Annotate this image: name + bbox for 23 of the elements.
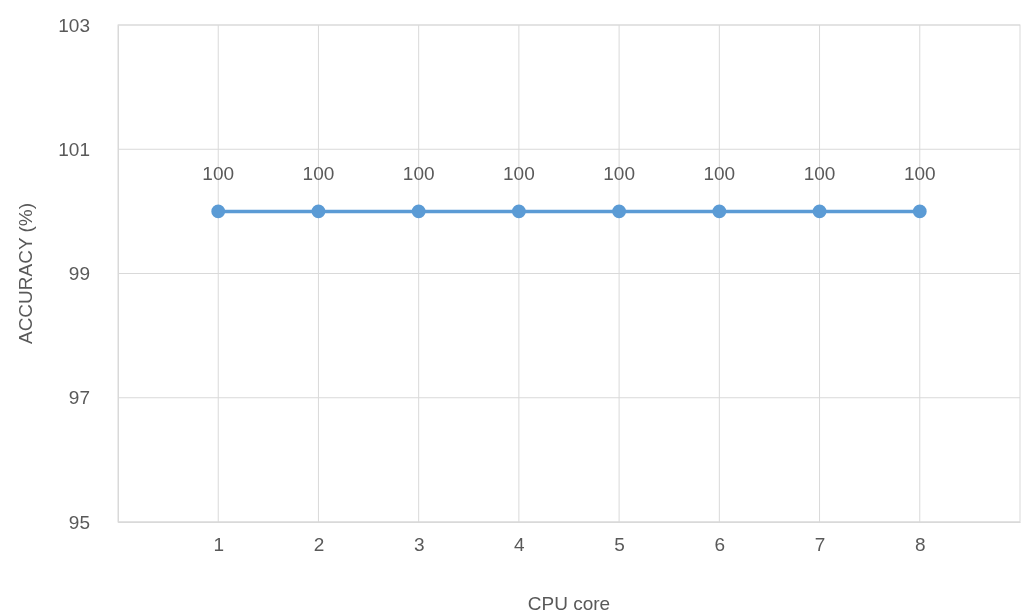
data-label: 100	[703, 163, 736, 185]
data-label: 100	[603, 163, 635, 185]
data-label: 100	[402, 163, 435, 185]
x-tick-label: 4	[514, 534, 526, 556]
x-tick-label: 1	[213, 534, 225, 556]
x-tick-label: 8	[914, 534, 926, 556]
data-label: 100	[202, 163, 235, 185]
y-tick-label: 101	[58, 138, 90, 160]
y-tick-label: 95	[68, 511, 90, 533]
y-tick-label: 97	[68, 387, 90, 409]
x-tick-label: 2	[313, 534, 325, 556]
y-tick-label: 103	[58, 14, 90, 36]
x-axis-title: CPU core	[527, 593, 611, 614]
x-tick-label: 6	[714, 534, 726, 556]
data-label: 100	[903, 163, 936, 185]
data-label: 100	[503, 163, 535, 185]
data-label: 100	[302, 163, 335, 185]
y-tick-label: 99	[68, 263, 90, 285]
data-label: 100	[803, 163, 836, 185]
x-tick-label: 5	[614, 534, 625, 556]
x-tick-label: 7	[814, 534, 826, 556]
x-tick-label: 3	[413, 534, 425, 556]
y-axis-title: ACCURACY (%)	[15, 202, 36, 345]
